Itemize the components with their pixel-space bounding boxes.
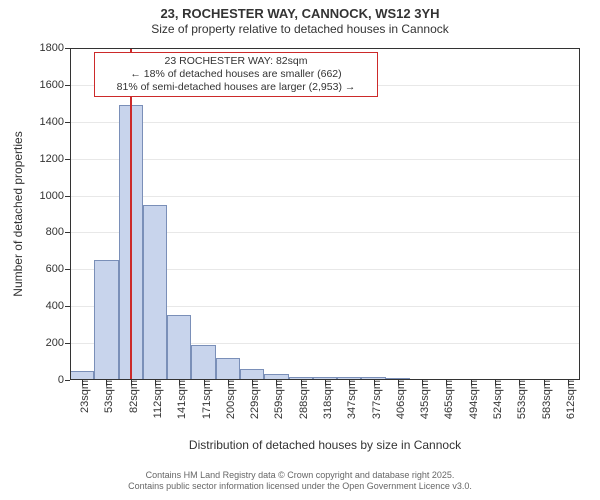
ytick-label: 400 <box>46 300 70 312</box>
ytick-label: 1600 <box>40 79 70 91</box>
xtick-label: 23sqm <box>73 380 91 413</box>
xtick-label: 583sqm <box>535 380 553 419</box>
credit-line-2: Contains public sector information licen… <box>0 481 600 492</box>
callout-line-3: 81% of semi-detached houses are larger (… <box>101 81 371 94</box>
y-axis-label: Number of detached properties <box>11 131 25 296</box>
xtick-label: 200sqm <box>219 380 237 419</box>
xtick-label: 259sqm <box>267 380 285 419</box>
callout-line-1: 23 ROCHESTER WAY: 82sqm <box>101 55 371 68</box>
reference-callout: 23 ROCHESTER WAY: 82sqm ← 18% of detache… <box>94 52 378 97</box>
xtick-label: 229sqm <box>243 380 261 419</box>
chart-title-line2: Size of property relative to detached ho… <box>0 22 600 36</box>
ytick-label: 1200 <box>40 153 70 165</box>
credits: Contains HM Land Registry data © Crown c… <box>0 470 600 492</box>
ytick-label: 800 <box>46 226 70 238</box>
chart-plot-area: 02004006008001000120014001600180023sqm53… <box>70 48 580 380</box>
xtick-label: 465sqm <box>437 380 455 419</box>
xtick-label: 82sqm <box>122 380 140 413</box>
plot-border <box>70 48 580 380</box>
chart-title-line1: 23, ROCHESTER WAY, CANNOCK, WS12 3YH <box>0 0 600 22</box>
ytick-label: 0 <box>58 374 70 386</box>
xtick-label: 53sqm <box>97 380 115 413</box>
xtick-label: 288sqm <box>292 380 310 419</box>
xtick-label: 347sqm <box>340 380 358 419</box>
xtick-label: 553sqm <box>510 380 528 419</box>
xtick-label: 141sqm <box>170 380 188 419</box>
xtick-label: 318sqm <box>316 380 334 419</box>
xtick-label: 406sqm <box>389 380 407 419</box>
callout-line-2: ← 18% of detached houses are smaller (66… <box>101 68 371 81</box>
xtick-label: 112sqm <box>146 380 164 418</box>
ytick-label: 200 <box>46 337 70 349</box>
xtick-label: 494sqm <box>462 380 480 419</box>
ytick-label: 600 <box>46 263 70 275</box>
xtick-label: 377sqm <box>365 380 383 419</box>
ytick-label: 1400 <box>40 116 70 128</box>
xtick-label: 524sqm <box>486 380 504 419</box>
credit-line-1: Contains HM Land Registry data © Crown c… <box>0 470 600 481</box>
ytick-label: 1800 <box>40 42 70 54</box>
x-axis-label: Distribution of detached houses by size … <box>189 438 461 452</box>
xtick-label: 435sqm <box>413 380 431 419</box>
xtick-label: 612sqm <box>559 380 577 419</box>
xtick-label: 171sqm <box>195 380 213 419</box>
ytick-label: 1000 <box>40 190 70 202</box>
